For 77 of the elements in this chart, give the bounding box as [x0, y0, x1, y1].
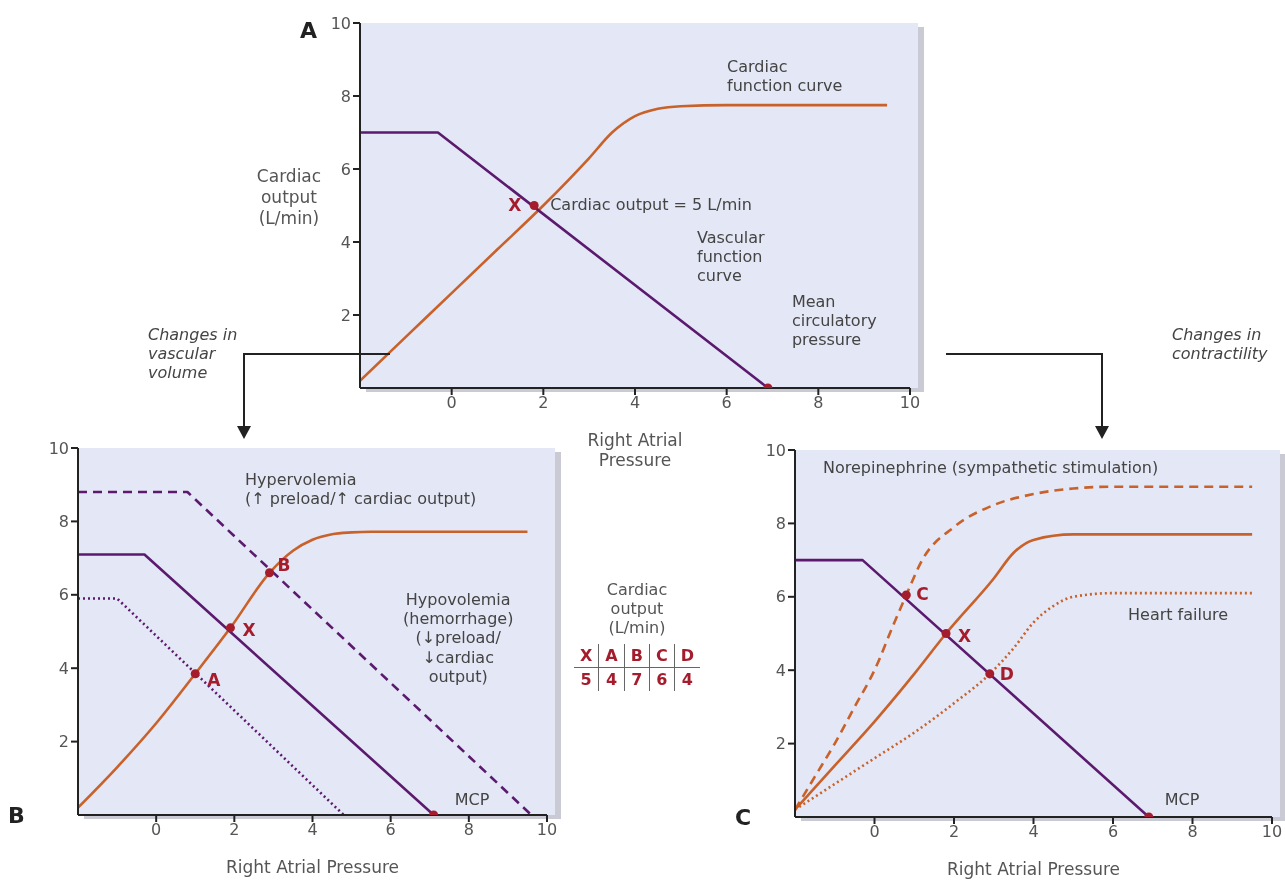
x-tick-label: 2 [948, 822, 960, 842]
x-tick-label: 8 [813, 393, 824, 413]
y-tick-label: 8 [775, 514, 786, 534]
y-tick-label: 2 [775, 734, 786, 754]
annotation: Heart failure [1128, 605, 1229, 625]
point [190, 669, 200, 679]
point [225, 623, 235, 633]
line-series [360, 103, 889, 382]
data-label: 7 [624, 667, 650, 691]
annotation: Hypovolemia (hemorrhage) (↓preload/ ↓cardiac output) [403, 590, 514, 686]
x-tick-label: 4 [629, 393, 641, 413]
x-tick-label: 4 [1028, 822, 1039, 842]
x-axis-title: Right Atrial Pressure [225, 857, 400, 878]
x-tick-label: 2 [229, 820, 240, 840]
annotation: B [277, 554, 291, 576]
x-tick-label: 10 [899, 393, 921, 413]
annotation: X [242, 619, 256, 641]
y-tick-label: 2 [58, 732, 69, 752]
text: Changes in vascular volume [148, 325, 238, 383]
annotation: C [916, 583, 929, 605]
x-tick-label: 6 [721, 393, 732, 413]
point [941, 628, 951, 639]
x-tick-label: 0 [869, 822, 880, 842]
annotation: X [508, 194, 522, 215]
y-tick-label: 10 [765, 440, 786, 460]
text: C [735, 805, 752, 830]
point [985, 669, 995, 679]
annotation: A [207, 669, 221, 691]
x-tick-label: 6 [385, 820, 396, 840]
x-tick-label: 8 [1187, 822, 1198, 842]
annotation: MCP [1164, 790, 1200, 810]
annotation: X [958, 625, 972, 646]
point [264, 568, 275, 578]
category-label: D [674, 643, 700, 668]
x-tick-label: 8 [463, 820, 474, 840]
category-label: B [624, 643, 650, 668]
annotation: Mean circulatory pressure [791, 292, 877, 350]
chart-title: A [300, 18, 318, 43]
y-tick-label: 4 [775, 660, 786, 680]
x-tick-label: 0 [446, 393, 457, 413]
x-tick-label: 10 [1261, 822, 1283, 842]
y-tick-label: 4 [340, 232, 351, 252]
data-label: 4 [598, 667, 625, 691]
y-tick-label: 8 [340, 86, 351, 106]
x-tick-label: 4 [307, 820, 318, 840]
y-tick-label: 6 [58, 585, 69, 605]
data-label: 4 [674, 667, 700, 691]
text: Cardiac output (L/min) [605, 580, 669, 638]
x-axis-title: Right Atrial Pressure [587, 430, 683, 471]
data-label: 6 [649, 667, 675, 691]
annotation: MCP [454, 790, 490, 810]
x-tick-label: 10 [536, 820, 558, 840]
annotation: Cardiac function curve [727, 57, 843, 96]
annotation: D [999, 663, 1014, 685]
category-label: C [649, 643, 675, 668]
data-label: 5 [579, 668, 593, 691]
category-label: X [574, 643, 599, 668]
x-tick-label: 0 [151, 820, 162, 840]
y-tick-label: 6 [340, 159, 351, 179]
annotation: Hypervolemia (↑ preload/↑ cardiac output) [245, 470, 477, 509]
text: Changes in contractility [1172, 325, 1268, 364]
y-tick-label: 6 [775, 587, 786, 607]
x-tick-label: 2 [538, 393, 549, 413]
annotation: Norepinephrine (sympathetic stimulation) [823, 458, 1159, 478]
y-tick-label: 10 [330, 13, 351, 33]
y-tick-label: 8 [58, 512, 69, 532]
x-tick-label: 6 [1107, 822, 1119, 842]
y-tick-label: 2 [340, 305, 351, 325]
annotation: Cardiac output = 5 L/min [550, 194, 752, 214]
annotation: Vascular function curve [697, 228, 765, 286]
point [901, 590, 911, 600]
y-tick-label: 4 [58, 658, 69, 678]
y-axis-title: Cardiac output (L/min) [255, 165, 323, 230]
category-label: A [598, 643, 625, 668]
x-axis-title: Right Atrial Pressure [946, 859, 1121, 880]
text: B [8, 803, 25, 828]
y-tick-label: 10 [48, 438, 69, 458]
